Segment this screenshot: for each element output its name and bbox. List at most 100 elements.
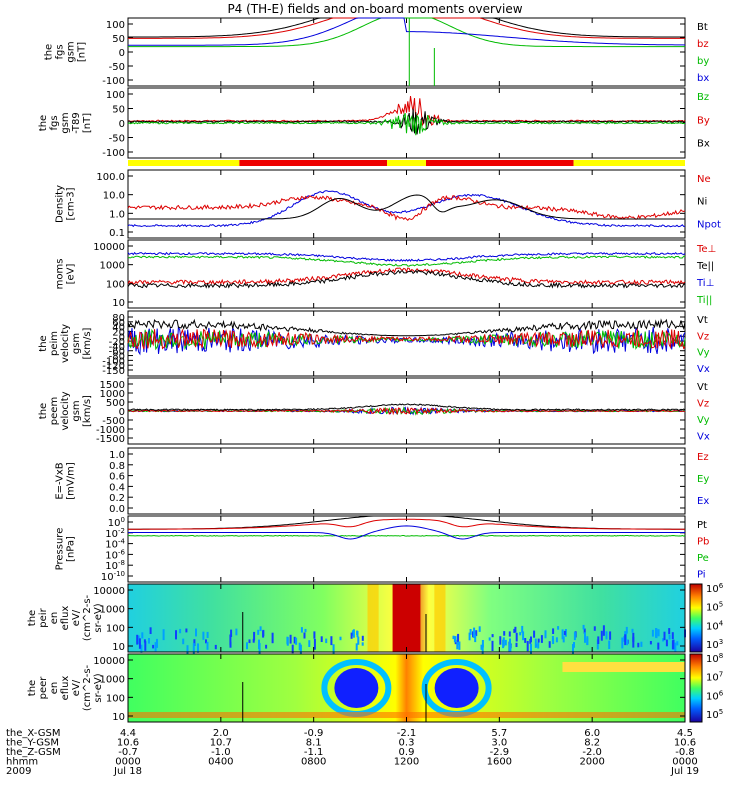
y-axis-label: en xyxy=(49,682,60,695)
colorbar-label: 105 xyxy=(706,601,723,614)
y-tick-label: -1000 xyxy=(96,425,125,436)
spectrogram-cell xyxy=(530,636,532,643)
y-tick-label: 10 xyxy=(112,712,125,723)
y-axis-label: peim xyxy=(49,331,60,356)
spectrogram-cell xyxy=(509,638,511,646)
y-tick-label: 1000 xyxy=(100,675,125,686)
y-axis-label: gsm xyxy=(71,400,82,421)
footer-value: 1600 xyxy=(487,757,512,768)
status-segment xyxy=(573,160,685,166)
spectrogram-cell xyxy=(330,636,333,646)
y-tick-label: 100 xyxy=(106,623,125,634)
spectrogram-cell xyxy=(434,584,446,652)
y-tick-label: 0.6 xyxy=(109,472,125,483)
spectrogram-cell xyxy=(355,643,358,651)
legend-entry: Ex xyxy=(697,496,709,507)
spectrogram-cell xyxy=(138,638,141,649)
spectrogram-cell xyxy=(596,639,599,650)
panel-1: 100 50 0 -50 -100 the fgs gsm [nT] Bt bz by bx xyxy=(44,17,709,87)
footer-value: 10.6 xyxy=(674,738,696,749)
spectrogram-cell xyxy=(502,637,505,647)
spectrogram-cell xyxy=(519,632,522,636)
spectrogram-cell xyxy=(434,668,479,708)
y-tick-label: -1500 xyxy=(96,434,125,445)
panel-4: 10000 1000 100 10 moms [eV] Te⊥ Te|| Ti⊥ Ti|| xyxy=(55,239,716,309)
spectrogram-cell xyxy=(262,629,265,637)
y-tick-label: -40 xyxy=(109,342,125,353)
y-tick-label: 1.0 xyxy=(109,209,125,220)
y-tick-label: -150 xyxy=(102,366,125,377)
spectrogram-cell xyxy=(214,644,217,650)
y-tick-label: 100 xyxy=(106,279,125,290)
y-axis-label: fgs xyxy=(55,44,66,59)
y-axis-label: [km/s] xyxy=(82,327,93,359)
y-axis-label: eV/ xyxy=(71,609,82,626)
legend-entry: Bt xyxy=(697,22,708,33)
y-axis-label: [cm-3] xyxy=(66,187,77,220)
spectrogram-cell xyxy=(665,639,668,647)
y-axis-label: -T89 xyxy=(71,112,82,134)
trace-by xyxy=(127,96,686,127)
legend-entry: by xyxy=(697,56,709,67)
spectrogram-cell xyxy=(253,631,256,641)
legend-entry: By xyxy=(697,115,710,126)
colorbar-label: 106 xyxy=(706,582,724,595)
spectrogram-cell xyxy=(205,639,207,644)
spectrogram-cell xyxy=(136,634,139,645)
spectrogram-cell xyxy=(481,640,484,648)
trace-bz xyxy=(127,112,685,136)
trace-bx xyxy=(127,108,686,135)
footer-value: 4.4 xyxy=(120,728,136,739)
y-tick-label: 100.0 xyxy=(96,172,125,183)
spectrogram-cell xyxy=(491,640,494,651)
colorbar-label: 104 xyxy=(706,619,724,632)
footer-value: 4.5 xyxy=(677,728,693,739)
y-axis-label: velocity xyxy=(60,391,71,430)
y-axis-label: peem xyxy=(49,397,60,425)
y-axis-label: [nT] xyxy=(77,42,88,62)
spectrogram-cell xyxy=(235,628,238,636)
y-axis-label: the xyxy=(27,680,38,696)
spectrogram-cell xyxy=(572,644,574,655)
spectrogram-cell xyxy=(175,630,177,640)
y-axis-label: the xyxy=(27,610,38,626)
spectrogram-cell xyxy=(143,639,146,643)
spectrogram-cell xyxy=(640,641,643,647)
spectrogram-cell xyxy=(295,637,298,645)
spectrogram-cell xyxy=(562,662,685,672)
footer-value: -2.0 xyxy=(582,747,602,758)
y-tick-label: -60 xyxy=(109,347,125,358)
y-tick-label: -500 xyxy=(102,416,125,427)
spectrogram-cell xyxy=(286,636,289,645)
trace-ne xyxy=(127,194,686,222)
spectrogram-cell xyxy=(313,631,316,639)
legend-entry: Ne xyxy=(697,174,711,185)
spectrogram-cell xyxy=(522,631,525,641)
spectrogram-cell xyxy=(491,634,494,638)
spectrogram-cell xyxy=(162,629,165,641)
y-tick-label: 10 xyxy=(112,642,125,653)
spectrogram-cell xyxy=(339,636,342,641)
legend-entry: Bx xyxy=(697,139,710,150)
spectrogram-cell xyxy=(561,629,564,640)
trace-pe xyxy=(127,534,686,537)
spectrogram-cell xyxy=(350,632,353,639)
spectrogram-cell xyxy=(230,629,233,637)
y-axis-label: the xyxy=(38,115,49,131)
y-tick-label: -100 xyxy=(102,76,125,87)
spectrogram-cell xyxy=(631,628,634,633)
spectrogram-cell xyxy=(265,644,268,649)
spectrogram-cell xyxy=(361,635,364,641)
legend-entry: Te|| xyxy=(696,261,714,272)
spectrogram-cell xyxy=(651,629,654,637)
footer-value: 0800 xyxy=(301,757,326,768)
spectrogram-cell xyxy=(185,628,188,633)
footer-row-label: hhmm xyxy=(6,757,38,768)
y-axis-label: sr-eV) xyxy=(93,673,104,702)
y-axis-label: [km/s] xyxy=(82,395,93,427)
y-tick-label: 10-10 xyxy=(101,570,125,583)
legend-entry: Vz xyxy=(697,331,709,342)
